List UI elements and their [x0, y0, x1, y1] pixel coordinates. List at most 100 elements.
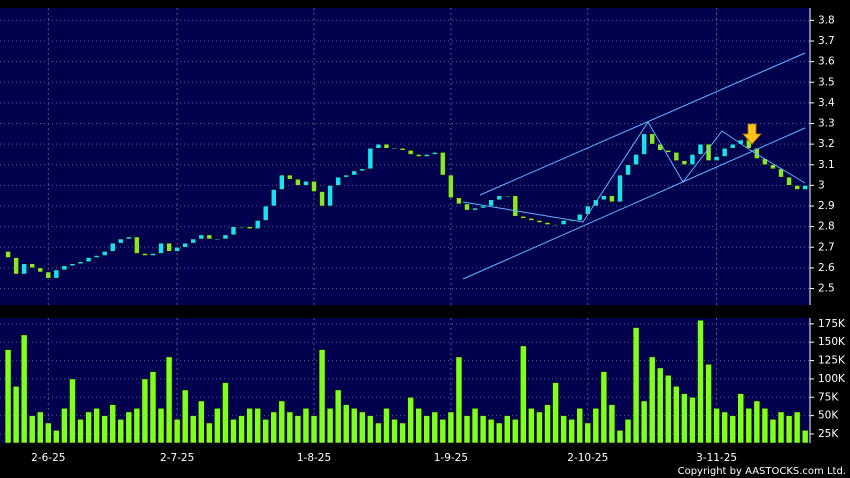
- candle-body: [351, 170, 358, 176]
- y-tick-label: 3.7: [818, 35, 835, 47]
- candle-body: [423, 154, 430, 157]
- candle-body: [713, 156, 720, 161]
- volume-bar: [576, 408, 583, 444]
- volume-bar: [222, 382, 229, 444]
- marks-layer: [4, 133, 809, 444]
- candle-body: [118, 238, 124, 244]
- y-tick-label: 3.8: [818, 14, 835, 26]
- volume-bar: [447, 411, 455, 444]
- candle-body: [150, 253, 156, 256]
- y-tick-label: 3.5: [818, 76, 835, 88]
- volume-bar: [189, 415, 197, 444]
- candle-body: [641, 133, 647, 155]
- volume-bar: [681, 393, 688, 444]
- channel-lower: [462, 127, 806, 280]
- volume-bar: [656, 367, 664, 444]
- candle-body: [319, 191, 325, 207]
- volume-bar: [286, 411, 294, 444]
- y-tick-label: 3: [818, 179, 825, 191]
- y-tick-label: 150K: [818, 336, 846, 348]
- candle-body: [367, 148, 374, 170]
- volume-bar: [544, 404, 551, 444]
- candle-body: [391, 148, 398, 150]
- candle-body: [53, 269, 60, 279]
- candle-body: [190, 238, 196, 244]
- candle-body: [520, 216, 527, 219]
- volume-bar: [270, 411, 278, 444]
- candle-body: [633, 154, 639, 165]
- volume-bar: [624, 419, 632, 444]
- candle-body: [407, 150, 414, 155]
- volume-bar: [238, 415, 245, 444]
- volume-bar: [689, 397, 696, 444]
- volume-bar: [640, 400, 648, 444]
- candle-body: [585, 205, 591, 215]
- candle-body: [359, 168, 366, 172]
- candle-body: [488, 199, 494, 207]
- candle-body: [29, 263, 35, 269]
- volume-bar: [254, 408, 261, 444]
- candle-body: [287, 174, 293, 180]
- candle-body: [375, 143, 382, 149]
- candle-body: [432, 152, 438, 155]
- volume-bar: [463, 415, 471, 444]
- volume-bar: [568, 419, 575, 444]
- volume-bar: [536, 411, 543, 444]
- x-tick-label: 3-11-25: [696, 452, 737, 464]
- volume-bar: [777, 411, 785, 444]
- candle-body: [254, 220, 261, 229]
- volume-bar: [359, 411, 366, 444]
- y-tick-label: 25K: [818, 428, 839, 440]
- candle-body: [770, 164, 776, 170]
- x-tick-label: 2-6-25: [31, 452, 65, 464]
- y-tick-label: 50K: [818, 410, 839, 422]
- volume-bar: [77, 419, 84, 444]
- volume-bar: [278, 400, 286, 444]
- volume-bar: [133, 408, 141, 444]
- candle-body: [665, 150, 672, 153]
- candle-body: [158, 242, 164, 254]
- volume-bar: [351, 408, 358, 444]
- candle-body: [464, 203, 470, 211]
- volume-bar: [69, 378, 76, 444]
- trend-drawings: [462, 52, 806, 280]
- volume-bar: [173, 419, 181, 444]
- y-tick-label: 2.7: [818, 241, 835, 253]
- volume-bar: [12, 386, 20, 444]
- volume-bar: [439, 419, 447, 444]
- volume-bar: [584, 422, 592, 444]
- x-tick-label: 2-7-25: [160, 452, 194, 464]
- y-tick-label: 3.2: [818, 138, 835, 150]
- volume-bar: [109, 404, 116, 444]
- candle-body: [85, 257, 92, 262]
- candle-body: [802, 185, 808, 190]
- volume-bar: [415, 408, 422, 444]
- volume-bar: [334, 389, 342, 444]
- y-tick-label: 2.8: [818, 221, 835, 233]
- candle-body: [69, 263, 76, 267]
- candle-body: [77, 261, 84, 264]
- volume-bar: [342, 404, 350, 444]
- y-tick-label: 3.4: [818, 97, 835, 109]
- volume-bar: [455, 356, 463, 444]
- volume-bar: [729, 415, 736, 444]
- volume-bar: [206, 422, 213, 444]
- candle-body: [45, 271, 52, 279]
- candle-body: [504, 195, 511, 197]
- candle-body: [472, 207, 478, 211]
- candle-body: [544, 222, 551, 225]
- candle-body: [415, 154, 422, 157]
- candle-body: [303, 181, 309, 186]
- volume-bar: [375, 422, 382, 444]
- volume-bar: [769, 419, 777, 444]
- volume-bar: [399, 422, 406, 444]
- x-tick-label: 1-9-25: [434, 452, 468, 464]
- candle-body: [697, 143, 704, 155]
- candle-body: [206, 234, 213, 240]
- candle-body: [754, 148, 760, 159]
- volume-bar: [648, 356, 656, 444]
- candle-body: [166, 242, 172, 252]
- y-tick-label: 3.3: [818, 118, 835, 130]
- candle-body: [617, 174, 623, 203]
